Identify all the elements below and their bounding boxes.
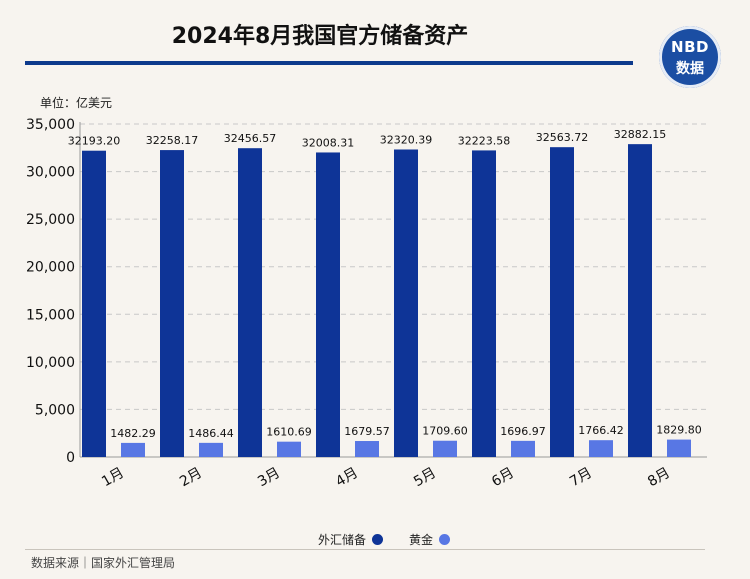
data-label-reserves: 32320.39 xyxy=(380,133,433,146)
data-label-gold: 1486.44 xyxy=(188,427,234,440)
y-tick-label: 25,000 xyxy=(26,212,75,228)
source-note: 数据来源｜国家外汇管理局 xyxy=(31,556,176,570)
data-label-reserves: 32258.17 xyxy=(146,134,199,147)
data-label-reserves: 32456.57 xyxy=(224,132,277,145)
data-label-gold: 1679.57 xyxy=(344,425,390,438)
bar-gold xyxy=(511,440,535,457)
y-tick-label: 30,000 xyxy=(26,165,75,181)
x-tick-label: 6月 xyxy=(489,465,517,490)
legend-item-gold: 黄金 xyxy=(409,531,451,548)
logo-text-data: 数据 xyxy=(676,61,704,77)
x-tick-label: 1月 xyxy=(99,465,127,490)
bar-gold xyxy=(667,439,691,457)
legend-swatch-gold xyxy=(439,534,451,545)
footer-divider xyxy=(25,549,705,550)
bar-reserves xyxy=(394,149,418,457)
legend-label-reserves: 外汇储备 xyxy=(318,533,367,547)
y-tick-label: 15,000 xyxy=(26,307,75,323)
nbd-logo: NBD 数据 xyxy=(659,26,721,88)
data-label-reserves: 32882.15 xyxy=(614,128,667,141)
data-label-gold: 1482.29 xyxy=(110,427,156,440)
x-tick-label: 4月 xyxy=(333,465,361,490)
data-label-reserves: 32563.72 xyxy=(536,131,589,144)
data-label-reserves: 32008.31 xyxy=(302,136,355,149)
legend-item-reserves: 外汇储备 xyxy=(318,531,384,548)
y-tick-label: 5,000 xyxy=(35,402,75,418)
x-tick-label: 5月 xyxy=(411,465,439,490)
y-tick-label: 20,000 xyxy=(26,260,75,276)
chart-title: 2024年8月我国官方储备资产 xyxy=(171,24,469,49)
data-label-gold: 1696.97 xyxy=(500,425,546,438)
y-tick-label: 0 xyxy=(66,450,75,466)
bar-reserves xyxy=(82,150,106,457)
bar-gold xyxy=(433,440,457,457)
unit-label: 单位：亿美元 xyxy=(40,96,113,110)
x-tick-label: 3月 xyxy=(255,465,283,490)
bar-gold xyxy=(277,441,301,457)
bar-reserves xyxy=(160,150,184,457)
legend: 外汇储备 黄金 xyxy=(0,531,750,549)
legend-swatch-reserves xyxy=(372,534,384,545)
data-label-gold: 1610.69 xyxy=(266,426,312,439)
bar-gold xyxy=(121,442,145,457)
bar-reserves xyxy=(628,144,652,457)
bar-reserves xyxy=(238,148,262,457)
y-tick-label: 10,000 xyxy=(26,355,75,371)
data-label-reserves: 32193.20 xyxy=(68,135,121,148)
logo-text-nbd: NBD xyxy=(671,38,709,56)
x-tick-label: 2月 xyxy=(177,465,205,490)
x-tick-label: 8月 xyxy=(645,465,673,490)
bar-reserves xyxy=(316,152,340,457)
title-underline xyxy=(25,61,633,65)
y-tick-label: 35,000 xyxy=(26,117,75,133)
legend-label-gold: 黄金 xyxy=(409,533,434,547)
data-label-gold: 1709.60 xyxy=(422,425,468,438)
bar-gold xyxy=(355,441,379,457)
bar-reserves xyxy=(550,147,574,458)
x-tick-label: 7月 xyxy=(567,465,595,490)
bar-reserves xyxy=(472,150,496,457)
bar-gold xyxy=(199,442,223,457)
data-label-gold: 1766.42 xyxy=(578,424,624,437)
data-label-reserves: 32223.58 xyxy=(458,134,511,147)
data-label-gold: 1829.80 xyxy=(656,424,702,437)
bar-gold xyxy=(589,440,613,457)
